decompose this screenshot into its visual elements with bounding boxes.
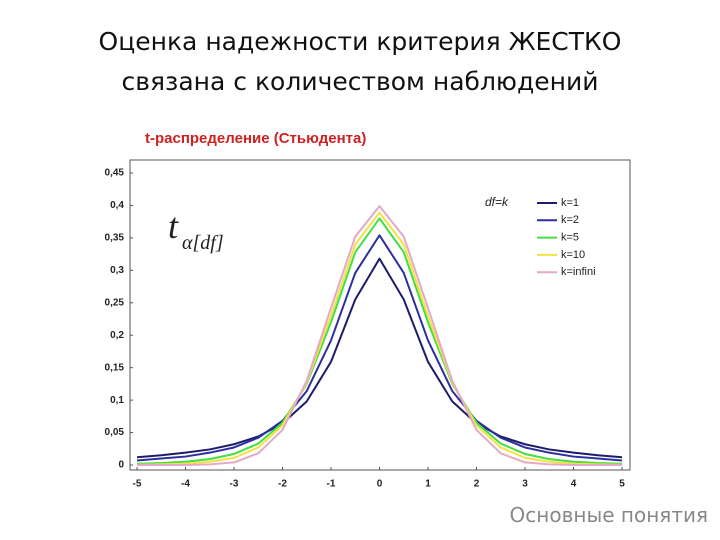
y-tick-label: 0,35	[105, 233, 125, 244]
y-tick-label: 0,2	[110, 330, 124, 341]
x-tick-label: -3	[230, 479, 239, 490]
x-tick-label: 2	[474, 479, 480, 490]
x-tick-label: 4	[571, 479, 577, 490]
legend-label: k=infini	[561, 266, 596, 278]
slide-title-line: связана с количеством наблюдений	[122, 67, 599, 96]
legend-label: k=1	[561, 197, 579, 209]
y-tick-label: 0,05	[105, 427, 125, 438]
x-tick-label: 0	[377, 479, 383, 490]
series-line	[136, 211, 623, 466]
x-tick-label: -5	[133, 479, 142, 490]
series-line	[136, 217, 623, 465]
slide-title-line: Оценка надежности критерия ЖЕСТКО	[99, 27, 622, 56]
x-tick-label: 1	[425, 479, 431, 490]
x-tick-label: -4	[181, 479, 190, 490]
y-tick-label: 0,3	[110, 265, 124, 276]
footer: Основные понятия	[510, 503, 708, 527]
x-tick-label: -1	[327, 479, 336, 490]
y-tick-label: 0	[118, 460, 124, 471]
x-tick-label: 5	[619, 479, 625, 490]
x-tick-label: 3	[522, 479, 528, 490]
formula-subscript: α[df]	[182, 232, 224, 254]
legend-label: k=10	[561, 249, 585, 261]
legend-label: k=5	[561, 232, 579, 244]
y-tick-label: 0,25	[105, 297, 125, 308]
y-tick-label: 0,45	[105, 168, 125, 179]
series-line	[137, 205, 622, 466]
y-tick-label: 0,4	[110, 200, 124, 211]
formula-base: t	[168, 206, 179, 246]
series-line	[136, 257, 623, 459]
series-line	[136, 234, 623, 462]
y-tick-label: 0,1	[110, 395, 124, 406]
x-tick-label: -2	[278, 479, 287, 490]
chart-title: t-распределение (Стьюдента)	[145, 130, 366, 147]
y-tick-label: 0,15	[105, 362, 125, 373]
legend-title: df=k	[485, 195, 509, 209]
legend-label: k=2	[561, 214, 579, 226]
